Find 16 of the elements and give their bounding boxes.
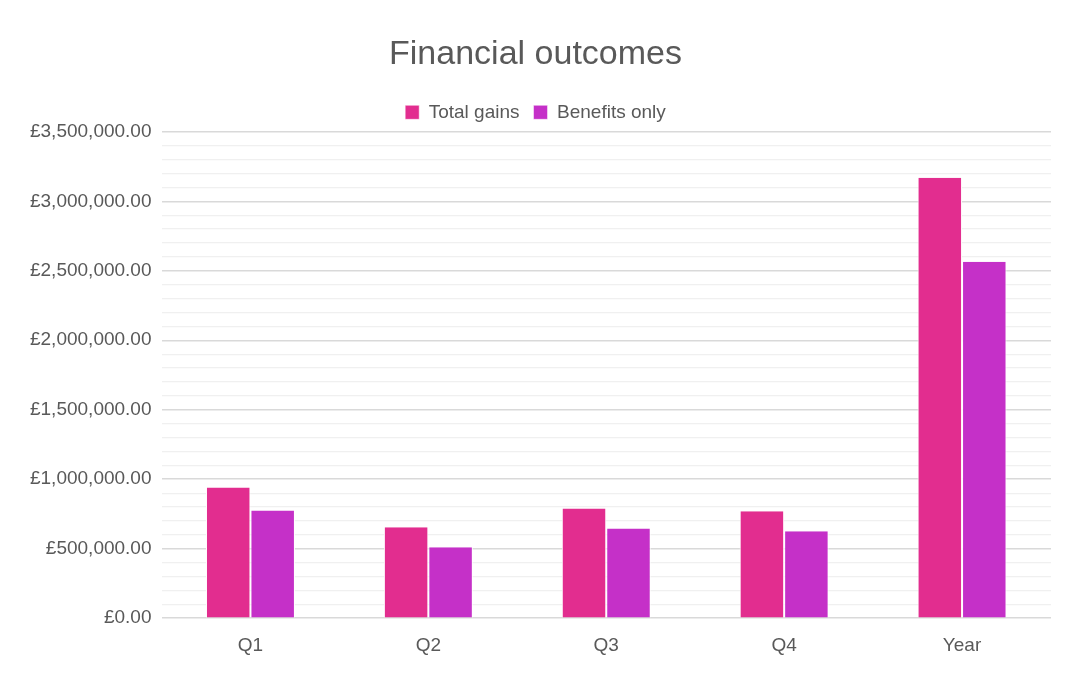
y-tick-label: £0.00 [103, 606, 152, 628]
legend-label: Total gains [428, 100, 520, 122]
y-tick-label: £2,000,000.00 [29, 328, 152, 350]
y-tick-label: £1,500,000.00 [29, 397, 152, 419]
legend-label: Benefits only [557, 100, 667, 122]
y-tick-label: £1,000,000.00 [29, 467, 152, 489]
y-tick-label: £2,500,000.00 [29, 259, 152, 281]
y-tick-label: £3,000,000.00 [29, 189, 152, 211]
y-tick-label: £500,000.00 [45, 536, 152, 558]
x-tick-label: Q1 [237, 633, 264, 655]
x-tick-label: Q4 [771, 633, 798, 655]
x-tick-label: Q2 [415, 633, 442, 655]
y-tick-label: £3,500,000.00 [29, 120, 152, 142]
chart-title: Financial outcomes [389, 32, 682, 71]
x-tick-label: Year [942, 633, 982, 655]
x-tick-label: Q3 [593, 633, 619, 655]
